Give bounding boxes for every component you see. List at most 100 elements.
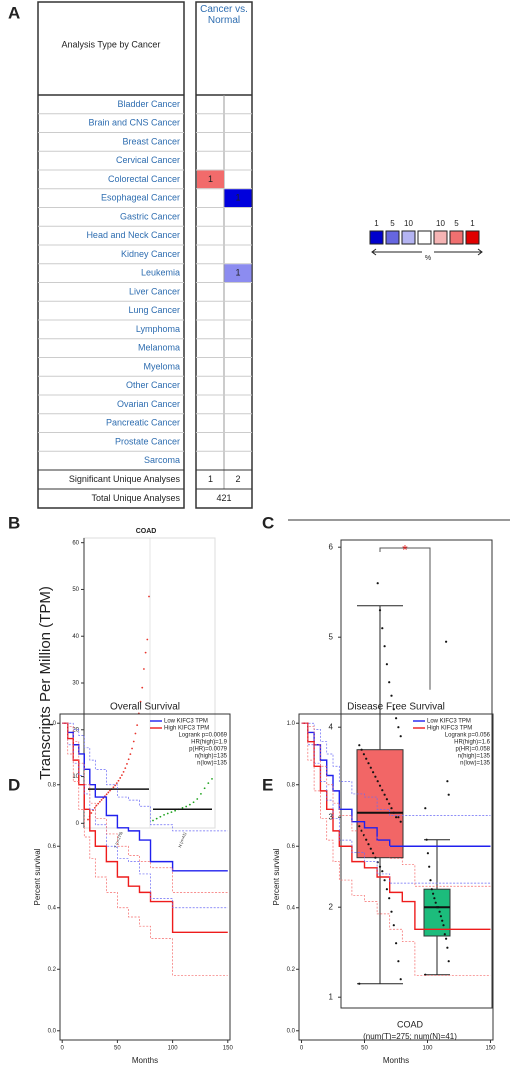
point [360, 829, 363, 832]
point [443, 933, 446, 936]
table-col-title: Analysis Type by Cancer [62, 39, 161, 49]
y-tick-label: 60 [72, 540, 79, 546]
plot-frame [298, 713, 494, 1041]
table-frame-right [195, 1, 253, 509]
cell-value: 1 [235, 193, 240, 203]
y-tick-label: 0.2 [287, 967, 296, 973]
point [395, 717, 398, 720]
arrow-right [434, 248, 483, 256]
x-tick-label: 50 [361, 1046, 368, 1052]
legend-label: 5 [390, 219, 395, 228]
point [438, 910, 441, 913]
x-tick-label: 100 [168, 1046, 179, 1052]
cancer-name: Gastric Cancer [120, 211, 180, 221]
point [152, 819, 154, 822]
point [109, 789, 111, 792]
point [383, 793, 386, 796]
stat-text: Logrank p=0.056 [445, 733, 491, 739]
point [378, 865, 382, 868]
point [136, 724, 139, 726]
point [442, 924, 445, 927]
point [100, 799, 103, 801]
point [392, 811, 395, 814]
box [356, 749, 404, 859]
point [372, 852, 375, 855]
stat-text: p(HR)=0.058 [455, 747, 490, 753]
point [392, 924, 395, 927]
cancer-name: Cervical Cancer [116, 155, 180, 165]
survival-curve [62, 722, 228, 872]
y-tick-label: 0.8 [287, 782, 296, 788]
point [433, 897, 436, 900]
y-axis-label: Percent survival [33, 848, 42, 905]
legend-label: 1 [470, 219, 475, 228]
legend-unit: % [425, 255, 431, 262]
chart-title: Overall Survival [110, 702, 180, 713]
point [132, 740, 135, 743]
point [445, 640, 448, 643]
point [143, 668, 145, 670]
point [166, 812, 169, 815]
x-tick-label: 0 [300, 1046, 304, 1052]
y-tick-label: 1.0 [287, 721, 296, 727]
ci-line [62, 722, 228, 893]
point [381, 870, 384, 873]
y-axis-label: Percent survival [272, 848, 281, 905]
point [107, 791, 110, 794]
stat-text: Logrank p=0.0069 [178, 733, 227, 739]
point [203, 787, 206, 790]
point [365, 757, 368, 760]
y-tick-label: 0.4 [287, 905, 296, 911]
ci-line [301, 722, 491, 976]
x-axis-label: Months [383, 1056, 409, 1065]
legend-swatch [369, 230, 384, 245]
point [170, 811, 173, 813]
point [122, 770, 125, 773]
legend-swatch [449, 230, 464, 245]
cancer-name: Lymphoma [136, 324, 180, 334]
point [139, 700, 142, 703]
survival-curve [62, 722, 228, 934]
point [196, 798, 199, 800]
point [369, 847, 372, 850]
legend-label: 5 [454, 219, 459, 228]
summary-label: Significant Unique Analyses [69, 474, 181, 484]
summary-value: 421 [216, 493, 231, 503]
point [120, 774, 123, 777]
x-axis-label: Months [132, 1056, 158, 1065]
point [144, 651, 147, 654]
point [365, 838, 368, 841]
point [392, 708, 395, 711]
y-tick-label: 3 [329, 812, 334, 821]
x-tick-label: 150 [223, 1046, 234, 1052]
point [424, 807, 427, 810]
legend-label: High KIFC3 TPM [164, 726, 209, 732]
heat-cell [197, 170, 224, 189]
point [372, 771, 375, 774]
summary-value: 2 [235, 474, 240, 484]
point [362, 753, 365, 756]
cancer-name: Colorectal Cancer [108, 174, 180, 184]
point [378, 609, 382, 612]
group-title-box: Cancer vs. Normal [200, 4, 248, 26]
point [124, 767, 127, 770]
point [367, 843, 370, 846]
survival-curve [301, 722, 491, 930]
panel-label: A [8, 3, 20, 22]
cancer-name: Liver Cancer [129, 286, 180, 296]
point [131, 747, 133, 750]
y-tick-label: 30 [72, 681, 79, 687]
point [385, 888, 388, 891]
cancer-name: Kidney Cancer [121, 249, 180, 259]
y-tick-label: 2 [329, 902, 334, 911]
point [383, 645, 386, 648]
y-tick-label: 0 [76, 821, 80, 827]
point [146, 638, 149, 641]
point [129, 753, 132, 755]
legend-label: 1 [374, 219, 379, 228]
point [98, 800, 101, 803]
sig-bracket [379, 547, 431, 690]
y-tick-label: 10 [72, 774, 79, 780]
point [395, 942, 398, 945]
